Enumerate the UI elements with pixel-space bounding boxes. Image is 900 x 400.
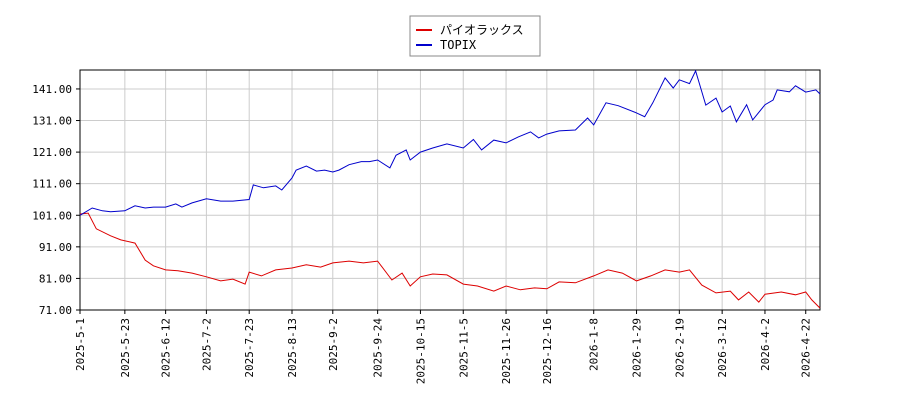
x-tick-label: 2026-2-19 [673, 318, 686, 378]
x-tick-label: 2026-4-22 [800, 318, 813, 378]
x-tick-label: 2026-3-12 [716, 318, 729, 378]
x-tick-label: 2026-1-8 [588, 318, 601, 371]
legend-box [409, 15, 541, 57]
x-tick-label: 2026-1-29 [631, 318, 644, 378]
y-tick-label: 91.00 [39, 241, 72, 254]
legend-label: TOPIX [440, 38, 477, 52]
series-line [79, 69, 821, 216]
x-tick-label: 2025-12-16 [541, 318, 554, 384]
y-tick-label: 101.00 [32, 209, 72, 222]
y-tick-label: 121.00 [32, 146, 72, 159]
x-tick-label: 2025-8-13 [286, 318, 299, 378]
y-tick-label: 71.00 [39, 304, 72, 317]
x-tick-label: 2025-11-5 [457, 318, 470, 378]
x-tick-label: 2025-9-2 [327, 318, 340, 371]
y-tick-label: 141.00 [32, 83, 72, 96]
x-tick-label: 2025-6-12 [160, 318, 173, 378]
x-tick-label: 2025-9-24 [372, 318, 385, 378]
x-tick-label: 2025-5-23 [119, 318, 132, 378]
y-tick-label: 131.00 [32, 115, 72, 128]
y-tick-label: 81.00 [39, 272, 72, 285]
legend-label: パイオラックス [440, 23, 524, 37]
x-tick-label: 2025-5-1 [74, 318, 87, 371]
series-line [79, 212, 821, 309]
x-tick-label: 2025-7-23 [243, 318, 256, 378]
plot-frame [79, 69, 821, 311]
x-tick-label: 2026-4-2 [759, 318, 772, 371]
y-tick-label: 111.00 [32, 178, 72, 191]
x-tick-label: 2025-10-15 [414, 318, 427, 384]
x-tick-label: 2025-7-2 [200, 318, 213, 371]
x-tick-label: 2025-11-26 [500, 318, 513, 384]
